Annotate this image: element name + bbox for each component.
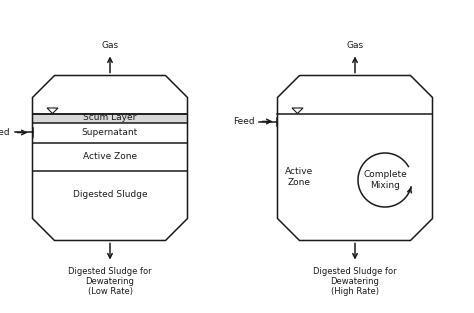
Text: Supernatant: Supernatant [82,128,138,137]
Text: Active
Zone: Active Zone [285,167,314,187]
Text: Gas: Gas [101,40,118,49]
Text: Complete
Mixing: Complete Mixing [363,170,407,190]
Text: Digested Sludge: Digested Sludge [73,190,147,199]
Text: Scum Layer: Scum Layer [83,114,137,122]
Text: Digested Sludge for
Dewatering
(High Rate): Digested Sludge for Dewatering (High Rat… [313,266,397,296]
Text: Digested Sludge for
Dewatering
(Low Rate): Digested Sludge for Dewatering (Low Rate… [68,266,152,296]
Text: Feed: Feed [0,128,9,137]
Text: Active Zone: Active Zone [83,152,137,161]
Text: Gas: Gas [346,40,364,49]
Polygon shape [47,108,58,114]
Polygon shape [33,114,188,122]
Text: Feed: Feed [233,117,255,126]
Polygon shape [292,108,303,114]
